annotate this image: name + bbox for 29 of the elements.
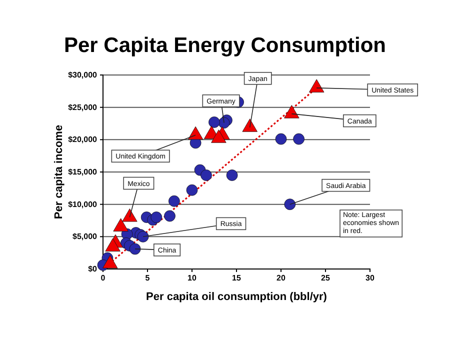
point <box>164 210 176 222</box>
x-tick-label: 15 <box>232 274 242 283</box>
chart-title: Per Capita Energy Consumption <box>64 34 386 57</box>
x-tick-label: 5 <box>145 274 150 283</box>
y-tick-label: $10,000 <box>68 200 98 209</box>
point <box>168 195 180 207</box>
point <box>275 133 287 145</box>
x-tick-label: 20 <box>276 274 286 283</box>
x-tick-label: 25 <box>321 274 330 283</box>
point <box>284 198 296 210</box>
point <box>186 184 198 196</box>
point <box>150 212 162 223</box>
y-tick-label: $15,000 <box>68 168 98 177</box>
y-tick-label: $0 <box>88 264 98 274</box>
y-tick-label: $5,000 <box>72 232 98 242</box>
y-tick-label: $20,000 <box>68 135 98 144</box>
point <box>137 230 149 242</box>
point <box>200 170 212 181</box>
x-axis-title: Per capita oil consumption (bbl/yr) <box>146 291 328 303</box>
y-tick-label: $25,000 <box>68 102 98 112</box>
point <box>293 133 304 145</box>
point <box>208 116 220 128</box>
x-tick-label: 30 <box>366 274 375 283</box>
y-tick-label: $30,000 <box>68 70 98 80</box>
point <box>129 243 141 255</box>
x-tick-label: 0 <box>100 274 106 283</box>
x-tick-label: 10 <box>188 274 197 283</box>
y-axis-title: Per capita income <box>53 124 65 220</box>
point <box>226 170 238 181</box>
